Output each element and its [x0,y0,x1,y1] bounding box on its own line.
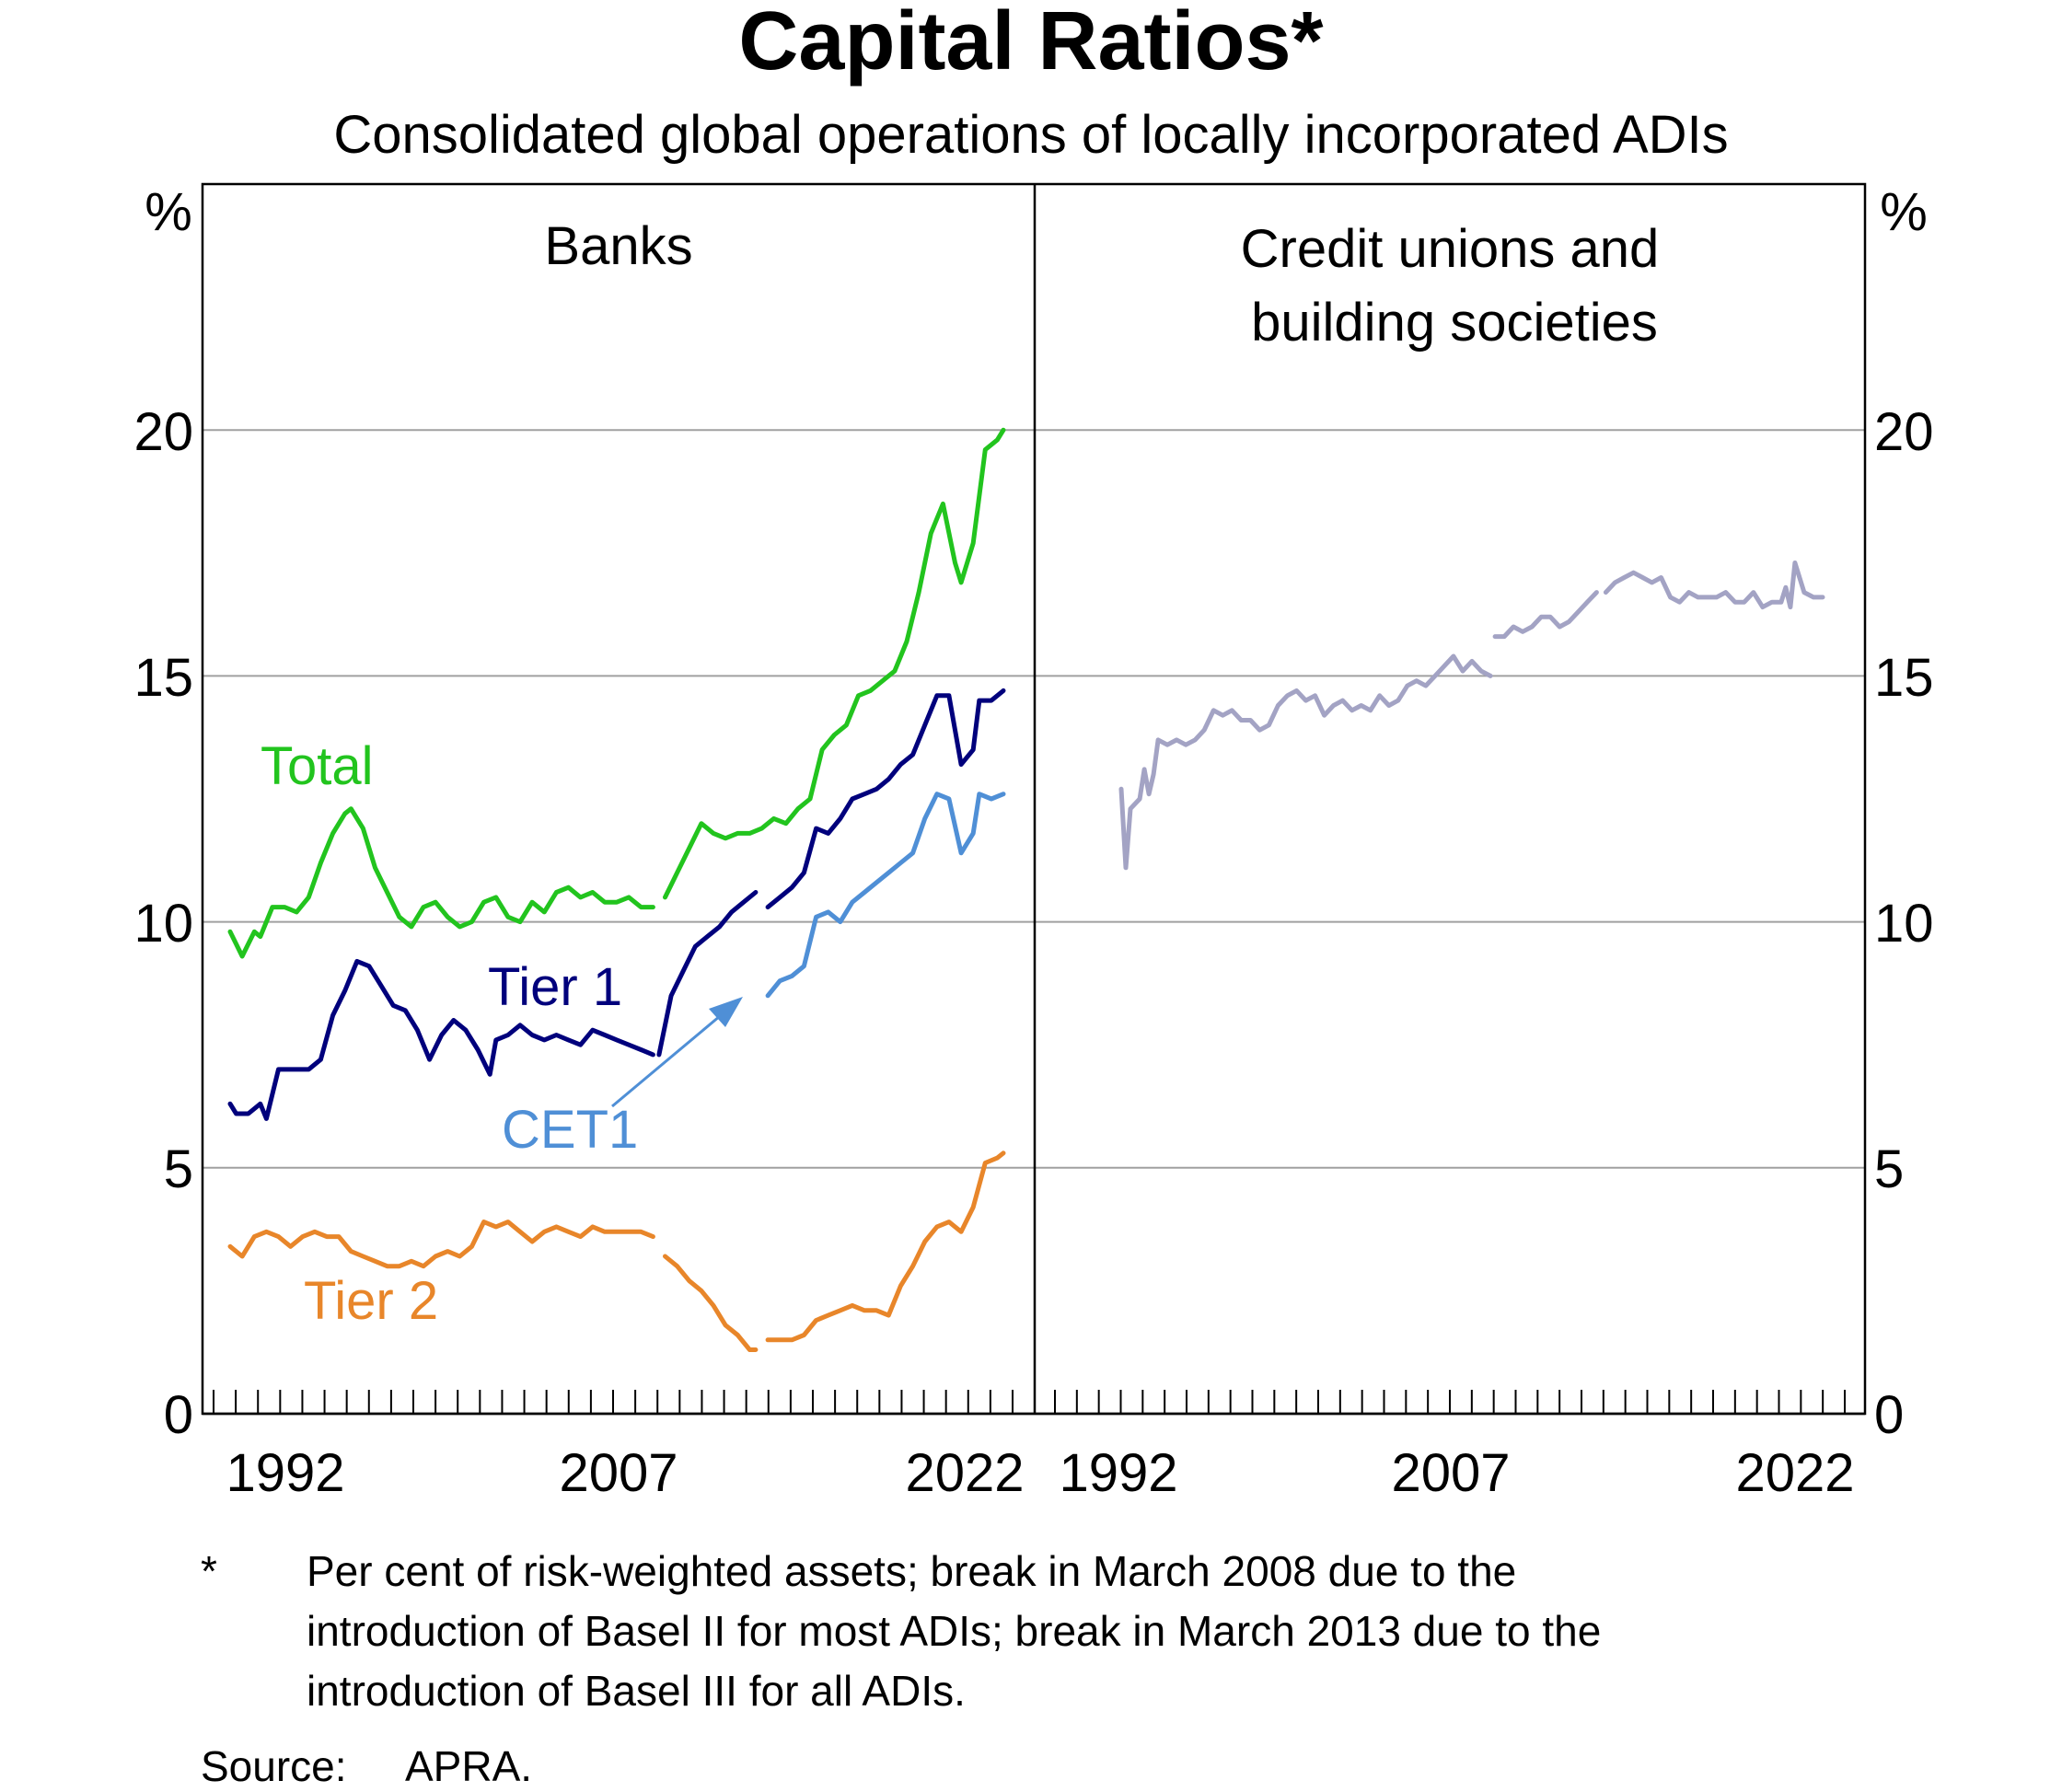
y-tick-label: 15 [1874,648,1934,708]
series-line-tier2 [227,1150,1006,1352]
chart-title: Capital Ratios* [738,0,1323,87]
source-label: Source: [201,1742,347,1790]
series-line-cet1 [765,792,1006,999]
y-tick-label: 5 [164,1139,193,1199]
y-tick-label: 0 [1874,1385,1904,1445]
y-tick-label: 20 [133,402,193,462]
plot-area [201,182,1867,1416]
y-tick-label: 10 [133,894,193,954]
panel-title-banks: Banks [544,216,692,276]
right-y-unit: % [1880,182,1928,242]
left-y-unit: % [145,182,192,242]
right-x-tick-labels: 1992 2007 2022 [1059,1443,1854,1503]
series-label-cet1: CET1 [502,1100,638,1160]
footnote-line: Per cent of risk-weighted assets; break … [307,1547,1516,1595]
left-x-tick-labels: 1992 2007 2022 [226,1443,1024,1503]
cet1-arrow [611,997,743,1108]
series-line-credit-unions [1118,561,1825,871]
minor-ticks [213,1390,1846,1414]
panel-title-credit-unions-line-2: building societies [1251,293,1658,353]
panel-title-credit-unions-line-1: Credit unions and [1241,219,1660,279]
chart-subtitle: Consolidated global operations of locall… [333,105,1728,165]
y-tick-label: 10 [1874,894,1934,954]
footnote-marker: * [201,1547,217,1595]
x-tick-label: 2007 [1391,1443,1510,1503]
x-tick-label: 2007 [559,1443,678,1503]
series-label-tier-1: Tier 1 [488,957,622,1017]
y-tick-label: 0 [164,1385,193,1445]
y-tick-label: 5 [1874,1139,1904,1199]
left-y-tick-labels: 0 5 10 15 20 [133,402,193,1445]
series-line-tier1 [227,688,1006,1121]
series-label-total: Total [261,736,374,796]
x-tick-label: 2022 [905,1443,1024,1503]
x-tick-label: 1992 [226,1443,344,1503]
y-tick-label: 20 [1874,402,1934,462]
right-y-tick-labels: 0 5 10 15 20 [1874,402,1934,1445]
source: Source: APRA. [201,1742,532,1790]
source-value: APRA. [405,1742,532,1790]
footnote-line: introduction of Basel II for most ADIs; … [307,1607,1601,1655]
series-layer [227,427,1825,1352]
footnote-line: introduction of Basel III for all ADIs. [307,1667,966,1715]
series-line-total [227,427,1006,959]
x-tick-label: 2022 [1735,1443,1854,1503]
footnote: * Per cent of risk-weighted assets; brea… [201,1547,1601,1715]
series-label-tier-2: Tier 2 [304,1271,438,1331]
cet1-arrow-head [709,997,743,1027]
cet1-arrow-shaft [611,1014,721,1108]
x-tick-label: 1992 [1059,1443,1177,1503]
y-tick-label: 15 [133,648,193,708]
